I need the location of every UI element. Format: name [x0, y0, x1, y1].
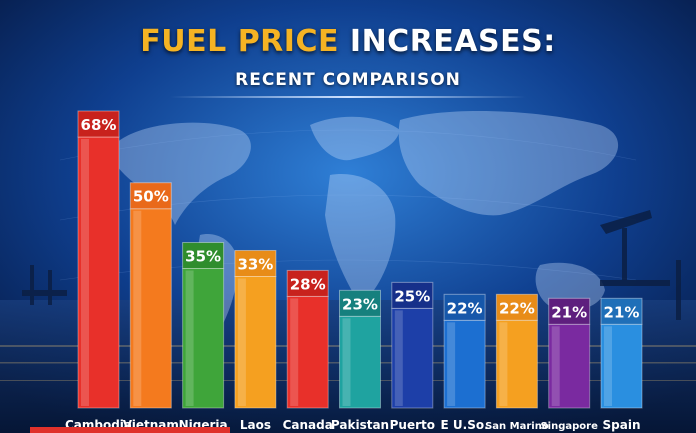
news-ticker-bar	[30, 427, 230, 433]
value-label-box	[182, 242, 225, 270]
category-label: San Marino	[485, 421, 549, 432]
chart-subtitle: RECENT COMPARISON	[235, 70, 461, 90]
category-label: Spain	[603, 418, 641, 432]
bar-highlight	[394, 310, 403, 406]
value-label: 21%	[551, 303, 587, 321]
category-label: E U.So.	[441, 418, 489, 432]
value-label: 68%	[81, 116, 117, 134]
bar-highlight	[447, 322, 456, 406]
title-divider	[170, 96, 526, 98]
bar-highlight	[604, 326, 612, 406]
bar-pakistan	[339, 315, 381, 409]
bar-highlight	[185, 270, 194, 406]
bar-highlight	[342, 318, 351, 406]
value-label: 33%	[237, 255, 273, 273]
bar-canada	[286, 295, 329, 409]
value-label-box	[129, 182, 172, 210]
bar-vietnam	[129, 208, 172, 409]
value-label-box	[391, 281, 434, 309]
bar-spain	[600, 323, 643, 409]
bar-highlight	[499, 322, 508, 406]
bar-puerto	[391, 307, 434, 409]
value-label: 21%	[604, 303, 640, 321]
bar-san-marino	[495, 319, 538, 409]
bar-highlight	[551, 326, 560, 406]
value-label: 35%	[185, 248, 221, 266]
category-label: Pakistan	[331, 418, 389, 432]
bar-laos	[234, 275, 277, 409]
category-label: Puerto	[390, 418, 435, 432]
value-label-box	[548, 297, 591, 325]
chart-title: FUEL PRICE INCREASES:	[0, 24, 696, 59]
category-label: Singapore	[540, 421, 598, 432]
bar-singapore	[548, 323, 591, 409]
value-label-box	[286, 269, 329, 297]
title-rest: INCREASES:	[349, 24, 556, 59]
category-label: Laos	[240, 418, 271, 432]
value-label: 22%	[447, 299, 483, 317]
value-label-box	[600, 297, 643, 325]
value-label-box	[234, 249, 277, 277]
bar-e-u-so-	[443, 319, 486, 409]
bar-nigeria	[182, 268, 225, 409]
bar-highlight	[237, 278, 246, 406]
value-label-box	[443, 293, 486, 321]
value-label: 28%	[290, 275, 326, 293]
bar-highlight	[81, 139, 89, 406]
value-label: 22%	[499, 299, 535, 317]
title-highlight: FUEL PRICE	[140, 24, 339, 59]
bar-highlight	[133, 210, 142, 406]
value-label-box	[339, 289, 381, 317]
value-label: 50%	[133, 188, 169, 206]
value-label-box	[495, 293, 538, 321]
bar-highlight	[290, 298, 299, 406]
category-label: Canada	[283, 418, 333, 432]
value-label: 25%	[394, 287, 430, 305]
value-label-box	[77, 110, 120, 138]
value-label: 23%	[342, 295, 378, 313]
